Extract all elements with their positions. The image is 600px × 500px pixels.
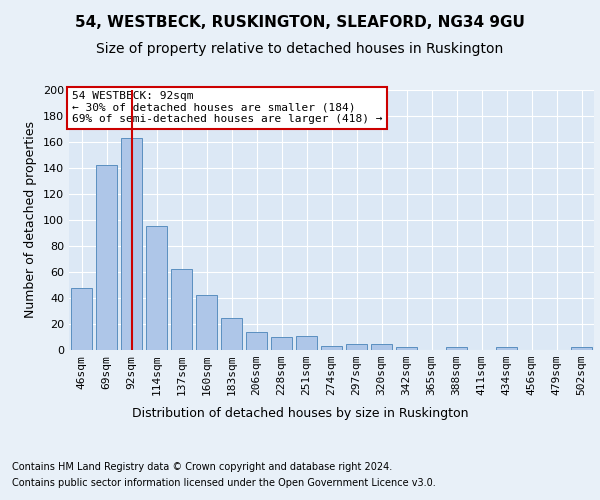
Bar (71, 288, 92, 350)
Y-axis label: Number of detached properties: Number of detached properties (25, 122, 37, 318)
Bar (146, 226, 167, 350)
Text: 54, WESTBECK, RUSKINGTON, SLEAFORD, NG34 9GU: 54, WESTBECK, RUSKINGTON, SLEAFORD, NG34… (75, 15, 525, 30)
Bar (371, 344, 392, 350)
Bar (346, 344, 367, 350)
Bar (121, 138, 142, 350)
Bar (96, 166, 117, 350)
Bar (571, 348, 592, 350)
Text: 54 WESTBECK: 92sqm
← 30% of detached houses are smaller (184)
69% of semi-detach: 54 WESTBECK: 92sqm ← 30% of detached hou… (71, 92, 382, 124)
Bar (321, 346, 342, 350)
Bar (296, 336, 317, 350)
Text: Contains HM Land Registry data © Crown copyright and database right 2024.: Contains HM Land Registry data © Crown c… (12, 462, 392, 472)
Bar (446, 348, 467, 350)
Text: Distribution of detached houses by size in Ruskington: Distribution of detached houses by size … (132, 408, 468, 420)
Bar (246, 332, 267, 350)
Bar (221, 318, 242, 350)
Bar (396, 348, 417, 350)
Bar (496, 348, 517, 350)
Bar (196, 296, 217, 350)
Bar (271, 337, 292, 350)
Text: Contains public sector information licensed under the Open Government Licence v3: Contains public sector information licen… (12, 478, 436, 488)
Bar (171, 270, 192, 350)
Text: Size of property relative to detached houses in Ruskington: Size of property relative to detached ho… (97, 42, 503, 56)
